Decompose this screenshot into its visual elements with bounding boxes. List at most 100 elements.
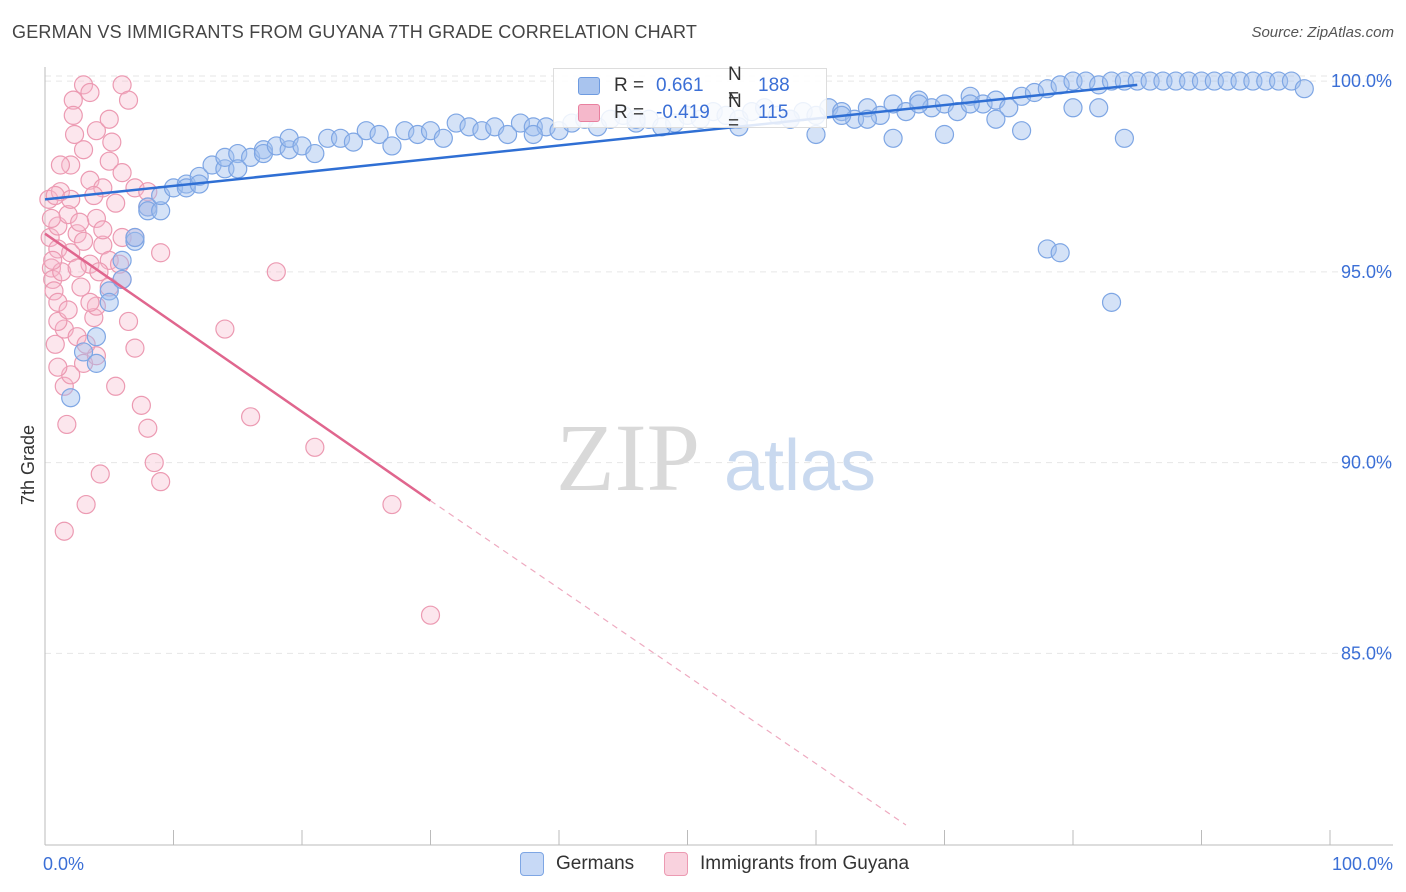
legend-row-guyana: R = -0.419 N = 115: [578, 91, 830, 134]
guyana-point: [48, 292, 68, 312]
guyana-point: [44, 281, 64, 301]
german-point: [510, 113, 531, 133]
guyana-point: [241, 407, 261, 427]
y-axis-label: 7th Grade: [18, 425, 38, 505]
guyana-point: [70, 212, 90, 232]
german-point: [1037, 239, 1057, 259]
guyana-point: [305, 437, 325, 457]
german-point: [305, 143, 325, 164]
watermark-atlas: atlas: [724, 426, 876, 506]
german-point: [86, 327, 107, 347]
german-point: [228, 159, 248, 179]
guyana-point: [73, 140, 94, 160]
german-point: [446, 113, 466, 133]
german-point: [395, 121, 415, 141]
guyana-point: [63, 90, 83, 110]
guyana-point: [80, 82, 100, 103]
guyana-point: [112, 163, 132, 183]
guyana-point: [99, 109, 119, 129]
guyana-point: [118, 311, 139, 332]
german-point: [1101, 292, 1122, 312]
guyana-point: [266, 262, 286, 282]
german-point: [408, 124, 428, 145]
german-point: [1089, 98, 1109, 118]
guyana-point: [138, 418, 158, 438]
legend-r-label: R =: [614, 75, 645, 96]
german-point: [523, 124, 543, 145]
guyana-point: [90, 464, 110, 484]
legend-label-guyana: Immigrants from Guyana: [700, 853, 910, 874]
legend-n-label: N =: [728, 64, 742, 107]
guyana-point: [151, 243, 171, 263]
legend-label-germans: Germans: [556, 853, 635, 874]
guyana-point: [67, 224, 87, 244]
guyana-point: [84, 308, 104, 328]
guyana-point: [48, 357, 68, 377]
chart-title: GERMAN VS IMMIGRANTS FROM GUYANA 7TH GRA…: [12, 22, 698, 42]
guyana-point: [64, 124, 85, 145]
guyana-point: [54, 521, 74, 541]
guyana-point: [93, 220, 113, 240]
german-point: [343, 132, 363, 152]
guyana-trend-extension: [430, 500, 907, 826]
german-point: [472, 121, 492, 141]
guyana-trend-line: [44, 232, 432, 502]
legend-swatch-guyana: [664, 852, 688, 876]
watermark: ZIP atlas: [556, 404, 876, 511]
guyana-point: [61, 189, 81, 209]
legend-r-label: R =: [614, 102, 645, 123]
german-point: [382, 136, 402, 156]
german-point: [279, 140, 299, 160]
german-point: [934, 124, 955, 145]
german-point: [909, 94, 929, 114]
german-point: [459, 117, 479, 137]
source-label: Source: ZipAtlas.com: [1251, 24, 1394, 41]
legend-n-value: 115: [758, 102, 789, 123]
guyana-point: [86, 121, 107, 141]
y-tick-label: 100.0%: [1331, 71, 1392, 91]
legend-swatch-germans: [520, 852, 544, 876]
legend-item-germans[interactable]: Germans: [520, 852, 634, 876]
german-point: [73, 342, 94, 362]
legend-row-germans: R = 0.661 N = 188: [578, 64, 830, 107]
watermark-zip: ZIP: [556, 404, 700, 511]
guyana-point: [99, 151, 119, 171]
tick-labels: 85.0% 90.0% 95.0% 100.0% 0.0% 100.0%: [43, 71, 1393, 874]
guyana-point: [43, 250, 63, 270]
german-point: [356, 121, 376, 141]
trend-lines: [44, 83, 1138, 826]
guyana-point: [215, 319, 235, 339]
guyana-point: [76, 494, 96, 515]
legend-item-guyana[interactable]: Immigrants from Guyana: [664, 852, 909, 876]
guyana-point: [45, 334, 65, 354]
german-point: [369, 124, 389, 145]
guyana-point: [382, 494, 402, 515]
guyana-point: [63, 105, 83, 126]
guyana-point: [41, 208, 62, 229]
x-tick-label: 0.0%: [43, 854, 84, 874]
german-point: [215, 147, 235, 167]
guyana-point: [151, 472, 171, 492]
guyana-point: [144, 452, 164, 473]
guyana-point: [45, 185, 65, 206]
stats-legend: R = 0.661 N = 188 R = -0.419 N = 115: [553, 64, 830, 134]
german-point: [189, 166, 209, 187]
guyana-point: [420, 605, 441, 625]
guyana-point: [73, 75, 94, 95]
german-point: [99, 281, 119, 301]
guyana-point: [118, 90, 139, 110]
german-point: [330, 128, 351, 148]
german-point: [498, 124, 518, 145]
german-point: [112, 250, 132, 270]
german-point: [228, 143, 248, 164]
guyana-point: [57, 414, 77, 435]
german-point: [1063, 98, 1083, 118]
german-point: [1114, 128, 1135, 148]
axes: [44, 67, 1393, 846]
y-tick-label: 90.0%: [1341, 453, 1392, 473]
y-tick-label: 85.0%: [1341, 643, 1392, 663]
german-point: [806, 124, 826, 145]
german-point: [883, 128, 903, 148]
german-point: [986, 109, 1006, 129]
